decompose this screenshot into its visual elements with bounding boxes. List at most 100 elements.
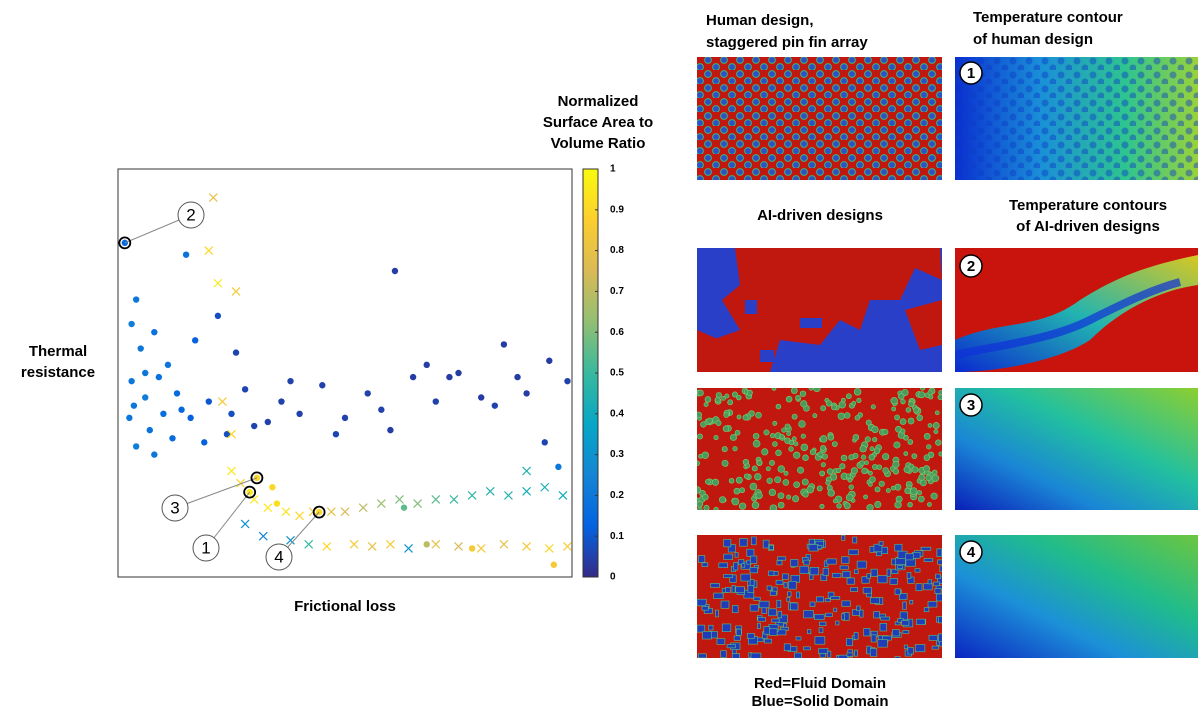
feature [705,478,711,485]
feature [793,451,801,459]
dot-point [273,500,281,507]
feature [876,551,882,557]
feature [826,468,834,475]
cross-point [304,539,314,549]
feature [701,562,709,567]
feature [876,464,883,470]
feature [932,469,938,476]
feature [761,448,769,456]
feature [907,439,914,445]
column-title: Temperature contour [973,9,1123,26]
column-title: of human design [973,31,1093,48]
colorbar-tick-label: 0.2 [610,490,624,501]
feature [795,636,802,641]
section-title: of AI-driven designs [1016,218,1160,235]
feature [835,620,840,626]
callout-label: 2 [186,205,195,224]
dot-point [251,422,258,430]
feature [790,388,798,394]
feature [733,635,741,641]
dot-point [169,435,176,442]
feature [905,553,914,561]
dot-point [173,390,181,397]
feature [845,493,854,502]
feature [769,504,778,510]
feature [894,656,901,658]
dot-point [387,426,394,434]
feature [746,389,753,396]
feature [905,407,912,413]
feature [758,600,770,609]
feature [939,565,942,572]
colorbar-tick-label: 1 [610,164,616,175]
feature [906,572,912,579]
feature [817,545,823,550]
cross-point [227,466,236,476]
feature [825,480,831,486]
feature [803,646,811,651]
feature [769,590,777,596]
feature [768,488,777,497]
feature [733,562,739,571]
badge [959,254,983,278]
feature [866,573,871,579]
feature [923,454,931,461]
feature [751,465,758,472]
feature [926,444,932,450]
feature [938,616,942,624]
feature [808,544,819,552]
feature [890,397,898,405]
feature [841,397,846,403]
feature [864,436,871,443]
feature [723,574,733,579]
feature [859,460,865,467]
cross-point [449,495,459,504]
feature [839,565,849,570]
dot-point [296,410,303,417]
cross-point [326,507,336,517]
feature [765,466,771,472]
dot-point [241,386,249,393]
feature [799,565,809,574]
feature [900,398,906,405]
feature [833,607,838,613]
feature [723,539,732,548]
feature [731,391,738,398]
feature [703,402,709,408]
feature [902,601,907,610]
cross-point [358,503,368,513]
feature [739,538,748,547]
dot-point [287,377,294,385]
column-title: Human design, [706,12,814,29]
feature [925,474,932,482]
feature [882,467,889,474]
feature [775,449,782,457]
badge-label: 3 [967,397,975,414]
feature [697,624,706,633]
badge-label: 1 [967,65,975,82]
feature [751,501,760,509]
cross-point [558,490,568,500]
feature [934,410,940,416]
feature [704,396,712,403]
cross-point [349,539,359,549]
feature [738,559,745,565]
feature [720,650,727,658]
feature [822,567,829,576]
feature [841,556,850,564]
feature [842,570,851,578]
cross-point [385,539,395,549]
cross-point [544,544,554,553]
dot-point [423,361,430,369]
dot-point [491,402,499,409]
feature [784,423,791,430]
feature [742,414,749,421]
feature [899,418,907,425]
callout-label: 3 [170,498,179,517]
feature [850,587,858,592]
feature [801,478,809,486]
feature [819,621,827,626]
feature [788,446,794,452]
feature [723,412,730,418]
feature [802,491,809,498]
